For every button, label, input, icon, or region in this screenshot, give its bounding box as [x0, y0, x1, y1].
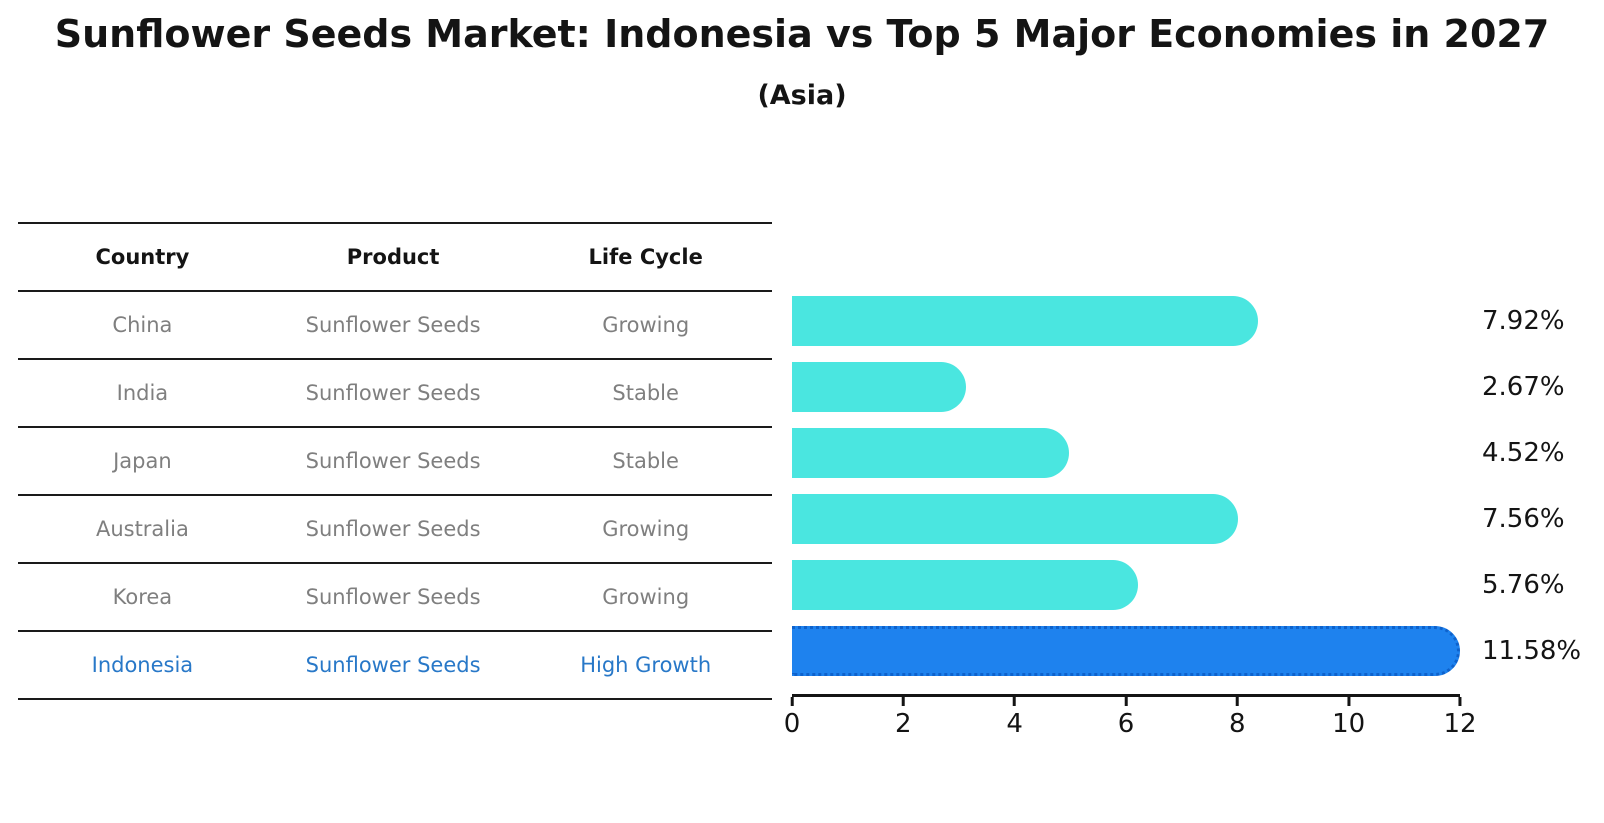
x-tick-label: 8 — [1229, 709, 1246, 739]
value-label-column: 7.92% 2.67% 4.52% 7.56% 5.76% 11.58% — [1482, 288, 1602, 684]
x-tick-mark — [1235, 697, 1239, 706]
chart-subtitle: (Asia) — [757, 80, 847, 111]
table-cell-product: Sunflower Seeds — [305, 517, 481, 541]
x-axis: 0 2 4 6 8 10 12 — [784, 694, 1477, 754]
table-cell-product: Sunflower Seeds — [305, 653, 481, 677]
table-header-country: Country — [95, 245, 190, 269]
table-cell-product: Sunflower Seeds — [305, 585, 481, 609]
x-tick-mark — [901, 697, 905, 706]
x-tick-0: 0 — [783, 697, 801, 739]
table-cell-country: Indonesia — [91, 653, 194, 677]
table-cell-country: Korea — [112, 585, 173, 609]
x-tick-label: 2 — [895, 709, 912, 739]
x-tick-label: 6 — [1117, 709, 1135, 739]
table-row-china: China Sunflower Seeds Growing — [18, 290, 772, 358]
table-row-japan: Japan Sunflower Seeds Stable — [18, 426, 772, 494]
table-cell-lifecycle: Growing — [602, 313, 690, 337]
bar-japan — [792, 428, 1069, 478]
table-cell-lifecycle: Stable — [612, 449, 679, 473]
x-tick-2: 2 — [895, 697, 912, 739]
table-header-product: Product — [346, 245, 440, 269]
x-tick-6: 6 — [1117, 697, 1135, 739]
value-label-australia: 7.56% — [1482, 504, 1565, 534]
table-row-india: India Sunflower Seeds Stable — [18, 358, 772, 426]
table-row-australia: Australia Sunflower Seeds Growing — [18, 494, 772, 562]
table-cell-country: Australia — [95, 517, 189, 541]
x-tick-mark — [1458, 697, 1462, 706]
x-tick-12: 12 — [1443, 697, 1477, 739]
x-tick-4: 4 — [1006, 697, 1023, 739]
x-tick-label: 10 — [1332, 709, 1366, 739]
x-tick-10: 10 — [1332, 697, 1365, 739]
table-cell-lifecycle: Growing — [602, 585, 690, 609]
x-axis-line — [792, 694, 1460, 697]
value-label-indonesia: 11.58% — [1482, 636, 1582, 666]
table-cell-product: Sunflower Seeds — [305, 313, 481, 337]
bar-indonesia — [792, 626, 1460, 676]
bar-china — [792, 296, 1258, 346]
bar-india — [792, 362, 966, 412]
value-label-korea: 5.76% — [1482, 570, 1565, 600]
x-tick-8: 8 — [1229, 697, 1246, 739]
bar-australia — [792, 494, 1238, 544]
table-header-lifecycle: Life Cycle — [588, 245, 703, 269]
x-tick-mark — [790, 697, 794, 706]
comparison-table: Country Product Life Cycle China Sunflow… — [18, 222, 772, 700]
table-row-indonesia: Indonesia Sunflower Seeds High Growth — [18, 630, 772, 700]
table-cell-lifecycle: Stable — [612, 381, 679, 405]
table-cell-product: Sunflower Seeds — [305, 449, 481, 473]
x-tick-label: 12 — [1443, 709, 1477, 739]
table-cell-country: India — [116, 381, 169, 405]
bar-korea — [792, 560, 1138, 610]
table-cell-country: Japan — [113, 449, 172, 473]
x-tick-mark — [1013, 697, 1017, 706]
table-cell-lifecycle: High Growth — [580, 653, 712, 677]
x-tick-label: 4 — [1006, 709, 1023, 739]
value-label-china: 7.92% — [1482, 306, 1565, 336]
table-row-korea: Korea Sunflower Seeds Growing — [18, 562, 772, 630]
table-cell-lifecycle: Growing — [602, 517, 690, 541]
x-tick-mark — [1124, 697, 1128, 706]
table-header-row: Country Product Life Cycle — [18, 222, 772, 290]
value-label-japan: 4.52% — [1482, 438, 1565, 468]
table-cell-product: Sunflower Seeds — [305, 381, 481, 405]
x-tick-label: 0 — [783, 709, 801, 739]
x-tick-mark — [1347, 697, 1351, 706]
bar-chart-plot-area — [792, 288, 1460, 684]
value-label-india: 2.67% — [1482, 372, 1565, 402]
chart-title: Sunflower Seeds Market: Indonesia vs Top… — [54, 12, 1550, 56]
table-cell-country: China — [112, 313, 173, 337]
